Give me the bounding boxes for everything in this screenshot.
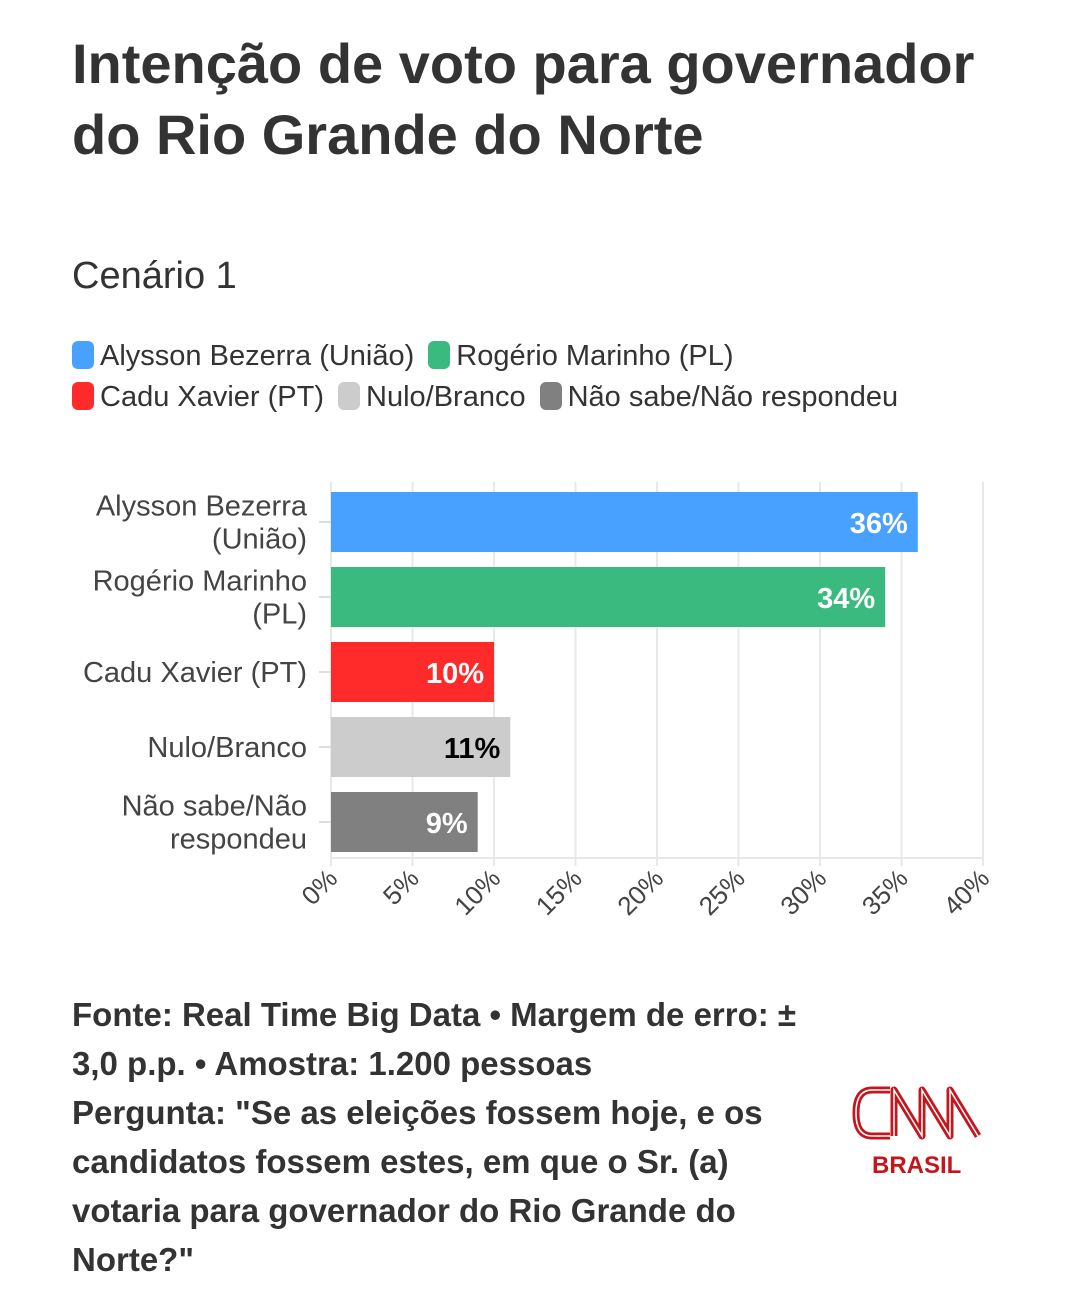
legend-item: Alysson Bezerra (União) xyxy=(72,336,414,377)
bar xyxy=(331,567,886,627)
legend-item: Rogério Marinho (PL) xyxy=(428,336,734,377)
logo-subtitle: BRASIL xyxy=(872,1152,962,1179)
legend-swatch xyxy=(72,341,94,369)
legend-swatch xyxy=(338,382,361,410)
bar xyxy=(331,642,494,702)
category-label: (União) xyxy=(212,524,307,556)
category-label: Rogério Marinho xyxy=(93,566,307,598)
legend-label: Rogério Marinho (PL) xyxy=(456,340,734,372)
data-label: 9% xyxy=(426,808,468,840)
data-label: 11% xyxy=(444,733,501,765)
x-tick-label: 10% xyxy=(448,863,506,921)
category-label: respondeu xyxy=(170,824,307,856)
data-label: 10% xyxy=(426,658,484,690)
x-tick-label: 5% xyxy=(377,863,425,911)
legend-swatch xyxy=(428,341,451,369)
legend-label: Alysson Bezerra (União) xyxy=(100,340,415,372)
legend-swatch xyxy=(539,382,562,410)
x-tick-label: 15% xyxy=(530,863,588,921)
x-tick-label: 40% xyxy=(937,863,995,921)
footer: Fonte: Real Time Big Data • Margem de er… xyxy=(72,990,832,1284)
legend-label: Cadu Xavier (PT) xyxy=(100,381,325,413)
legend-item: Nulo/Branco xyxy=(338,377,526,418)
x-tick-label: 30% xyxy=(774,863,832,921)
x-tick-label: 0% xyxy=(295,863,343,911)
category-label: Alysson Bezerra xyxy=(96,491,308,523)
data-label: 34% xyxy=(817,583,875,615)
source-note: Fonte: Real Time Big Data • Margem de er… xyxy=(72,996,797,1082)
category-label: (PL) xyxy=(252,599,307,631)
legend-label: Nulo/Branco xyxy=(366,381,526,413)
category-label: Cadu Xavier (PT) xyxy=(83,657,307,689)
chart-title: Intenção de voto para governador do Rio … xyxy=(72,32,975,166)
category-label: Não sabe/Não xyxy=(122,791,307,823)
bar xyxy=(331,492,918,552)
cnn-logo xyxy=(852,1086,981,1140)
x-tick-label: 35% xyxy=(856,863,914,921)
bar xyxy=(331,792,478,852)
bar-chart: 0% 5% 10% 15% 20% 25% 30% 35% 40% Alysson Bezerra… xyxy=(83,482,995,921)
chart-subtitle: Cenário 1 xyxy=(72,255,237,297)
legend: Alysson Bezerra (União) Rogério Marinho (… xyxy=(72,336,1032,418)
legend-item: Cadu Xavier (PT) xyxy=(72,377,324,418)
data-label: 36% xyxy=(850,508,908,540)
legend-swatch xyxy=(72,382,94,410)
category-label: Nulo/Branco xyxy=(147,732,307,764)
x-tick-label: 20% xyxy=(611,863,669,921)
bar xyxy=(331,717,511,777)
legend-item: Não sabe/Não respondeu xyxy=(539,377,899,418)
legend-label: Não sabe/Não respondeu xyxy=(567,381,899,413)
question-note: Pergunta: "Se as eleições fossem hoje, e… xyxy=(72,1094,763,1278)
x-tick-label: 25% xyxy=(693,863,751,921)
